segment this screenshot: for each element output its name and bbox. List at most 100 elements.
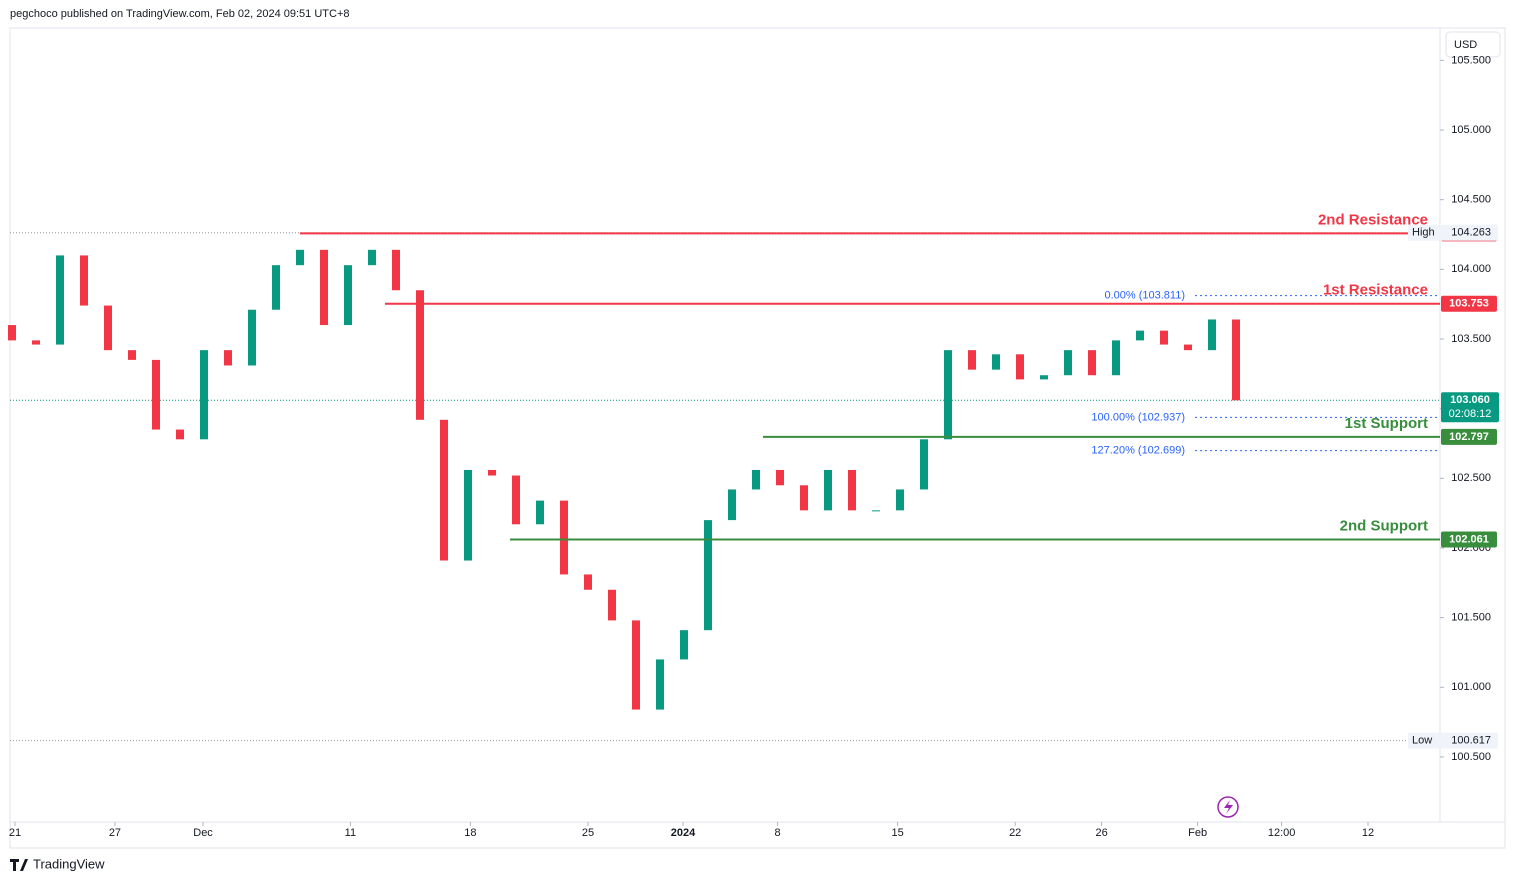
candle-body: [79, 255, 88, 306]
candle-body: [223, 350, 232, 366]
candle-body: [1087, 350, 1096, 376]
x-tick-label: 21: [9, 827, 21, 839]
high-name: High: [1412, 227, 1435, 239]
x-tick-label: 8: [775, 827, 781, 839]
candle-body: [607, 589, 616, 621]
x-tick-label: 18: [464, 827, 476, 839]
candle-body: [175, 429, 184, 440]
candle-body: [895, 489, 904, 511]
current-price-box: [1441, 392, 1499, 423]
candle-body: [751, 469, 760, 490]
candle-body: [487, 469, 496, 476]
candle-body: [847, 469, 856, 511]
candle-body: [415, 290, 424, 420]
y-tick-label: 105.500: [1451, 54, 1491, 66]
level-name: 1st Resistance: [1323, 282, 1428, 299]
candle-body: [1111, 340, 1120, 376]
candle-body: [919, 439, 928, 490]
x-tick-label: 26: [1095, 827, 1107, 839]
x-tick-label: 12:00: [1268, 827, 1296, 839]
candle-body: [511, 475, 520, 525]
price-box: [1441, 428, 1497, 445]
y-tick-label: 100.500: [1451, 751, 1491, 763]
low-box: [1408, 732, 1498, 749]
fib-label: 100.00% (102.937): [1091, 411, 1185, 423]
candle-body: [583, 574, 592, 590]
candle-body: [391, 249, 400, 291]
x-tick-label: 22: [1009, 827, 1021, 839]
level-name: 2nd Support: [1340, 517, 1428, 534]
lightning-glyph: [1224, 800, 1233, 814]
y-tick-label: 101.000: [1451, 681, 1491, 693]
y-tick-label: 102.500: [1451, 472, 1491, 484]
fib-label: 0.00% (103.811): [1104, 290, 1185, 302]
price-box-label: 102.797: [1449, 431, 1489, 443]
candle-body: [703, 520, 712, 631]
candle-body: [775, 469, 784, 486]
candle-body: [655, 659, 664, 710]
candle-body: [463, 469, 472, 561]
level-name: 2nd Resistance: [1318, 211, 1428, 228]
y-tick-label: 103.500: [1451, 333, 1491, 345]
candle-body: [727, 489, 736, 521]
lightning-icon[interactable]: [1217, 796, 1239, 818]
candle-body: [319, 249, 328, 326]
chart-frame: [9, 27, 1506, 849]
candle-body: [1183, 344, 1192, 351]
candle-body: [127, 350, 136, 360]
header: pegchoco published on TradingView.com, F…: [10, 8, 350, 20]
candle-body: [55, 255, 64, 345]
y-tick-label: 104.000: [1451, 263, 1491, 275]
candle-body: [439, 419, 448, 561]
price-box: [1441, 531, 1497, 548]
fib-label: 127.20% (102.699): [1091, 444, 1185, 456]
y-tick-label: 101.500: [1451, 612, 1491, 624]
x-tick-label: 25: [582, 827, 594, 839]
candle-body: [271, 265, 280, 310]
currency: USD: [1454, 39, 1477, 51]
candle-body: [199, 350, 208, 440]
price-box: [1441, 295, 1497, 312]
candle-body: [31, 340, 40, 345]
candle-body: [559, 500, 568, 575]
x-tick-label: Feb: [1188, 827, 1207, 839]
candle-body: [103, 305, 112, 351]
candle-body: [367, 249, 376, 266]
candle-body: [991, 354, 1000, 370]
candle-body: [1231, 319, 1240, 401]
high-value: 104.263: [1451, 227, 1491, 239]
x-tick-label: 2024: [671, 827, 696, 839]
candle-body: [823, 469, 832, 511]
candle-body: [247, 309, 256, 366]
candle-body: [343, 265, 352, 326]
candle-body: [1159, 330, 1168, 345]
brand-logo: [10, 859, 28, 871]
countdown: 02:08:12: [1449, 408, 1492, 420]
currency-button[interactable]: [1445, 31, 1501, 58]
candle-body: [535, 500, 544, 525]
candle-body: [1207, 319, 1216, 351]
price-box-label: 102.061: [1449, 533, 1489, 545]
candle-body: [1135, 330, 1144, 341]
current-price: 103.060: [1450, 394, 1490, 406]
x-tick-label: 15: [891, 827, 903, 839]
candle-body: [295, 249, 304, 266]
candle-body: [1039, 375, 1048, 380]
candle-body: [7, 325, 16, 341]
candle-body: [679, 630, 688, 660]
x-tick-label: Dec: [193, 827, 213, 839]
candle-body: [943, 350, 952, 440]
brand: TradingView: [33, 856, 105, 871]
candle-body: [871, 510, 880, 512]
x-tick-label: 11: [345, 827, 356, 839]
x-tick-label: 27: [109, 827, 121, 839]
low-value: 100.617: [1451, 735, 1491, 747]
y-tick-label: 105.000: [1451, 124, 1491, 136]
price-box-label: 103.753: [1449, 298, 1489, 310]
candle-body: [631, 620, 640, 710]
candle-body: [151, 359, 160, 430]
low-name: Low: [1412, 735, 1432, 747]
high-box: [1408, 224, 1498, 241]
